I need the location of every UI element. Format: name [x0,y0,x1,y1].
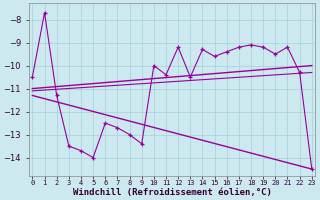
X-axis label: Windchill (Refroidissement éolien,°C): Windchill (Refroidissement éolien,°C) [73,188,272,197]
